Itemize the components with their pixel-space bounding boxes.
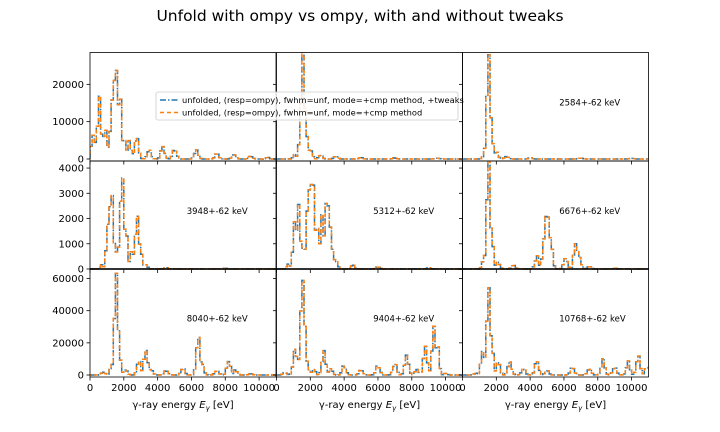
series-unfolded-line	[276, 279, 463, 376]
panel-energy-label: 6676+-62 keV	[559, 207, 620, 217]
x-tick-label: 4000	[331, 383, 356, 394]
x-axis-label: γ-ray energy Eγ [eV]	[319, 400, 420, 413]
series-unfolded-line	[462, 161, 649, 270]
y-tick-label: 1000	[59, 239, 84, 250]
panel-7: 0 2000 4000 6000 8000 10000 9404+-62 keV γ-ray …	[273, 268, 463, 413]
panel-energy-label: 5312+-62 keV	[373, 207, 434, 217]
y-tick-label: 0	[78, 265, 84, 276]
x-tick-label: 6000	[551, 383, 576, 394]
panel-energy-label: 2584+-62 keV	[559, 99, 620, 109]
panel-frame	[462, 268, 649, 378]
series-unfolded-line	[276, 183, 463, 270]
x-tick-label: 8000	[213, 383, 238, 394]
x-tick-label: 8000	[399, 383, 424, 394]
y-tick-label: 0	[78, 155, 84, 166]
legend-entry: unfolded, (resp=ompy), fwhm=unf, mode=+c…	[182, 108, 422, 118]
x-tick-label: 0	[87, 383, 93, 394]
panel-frame	[89, 268, 277, 378]
legend-box	[155, 91, 459, 121]
x-tick-label: 6000	[365, 383, 390, 394]
series-unfolded-line	[462, 286, 649, 376]
x-tick-label: 2000	[298, 383, 323, 394]
series-unfolded-tweaks-line	[462, 161, 649, 270]
x-tick-label: 4000	[145, 383, 170, 394]
series-unfolded-line	[462, 54, 649, 160]
y-tick-label: 2000	[59, 214, 84, 225]
figure-title: Unfold with ompy vs ompy, with and witho…	[156, 7, 563, 25]
series-unfolded-tweaks-line	[276, 52, 463, 160]
series-unfolded-tweaks-line	[276, 279, 463, 376]
panel-energy-label: 10768+-62 keV	[559, 315, 626, 325]
x-tick-label: 2000	[484, 383, 509, 394]
legend: unfolded, (resp=ompy), fwhm=unf, mode=+c…	[155, 91, 464, 121]
x-tick-label: 0	[459, 383, 465, 394]
y-tick-label: 3000	[59, 189, 84, 200]
x-tick-label: 10000	[243, 383, 275, 394]
panel-3: 0 1000 2000 3000 4000 3948+-62 keV	[59, 160, 277, 276]
x-axis-label: γ-ray energy Eγ [eV]	[132, 400, 233, 413]
y-tick-label: 20000	[52, 338, 84, 349]
panel-energy-label: 8040+-62 keV	[187, 315, 248, 325]
panel-frame	[89, 160, 277, 270]
series-unfolded-tweaks-line	[90, 177, 276, 270]
panel-5: 6676+-62 keV	[459, 160, 649, 273]
panel-frame	[462, 160, 649, 270]
series-unfolded-tweaks-line	[90, 272, 276, 376]
series-unfolded-line	[90, 69, 276, 160]
panel-4: 5312+-62 keV	[273, 160, 463, 273]
legend-entry: unfolded, (resp=ompy), fwhm=unf, mode=+c…	[182, 95, 464, 105]
panel-2: 2584+-62 keV	[459, 52, 649, 165]
panel-frame	[276, 160, 463, 270]
x-tick-label: 8000	[585, 383, 610, 394]
y-tick-label: 4000	[59, 164, 84, 175]
x-tick-label: 10000	[430, 383, 462, 394]
series-unfolded-line	[90, 272, 276, 376]
series-unfolded-tweaks-line	[276, 183, 463, 270]
x-tick-label: 2000	[111, 383, 136, 394]
x-tick-label: 0	[273, 383, 279, 394]
y-tick-label: 20000	[52, 80, 84, 91]
x-axis-label: γ-ray energy Eγ [eV]	[505, 400, 606, 413]
series-unfolded-line	[90, 177, 276, 270]
panel-8: 0 2000 4000 6000 8000 10000 10768+-62 keV γ-ray…	[459, 268, 649, 413]
x-tick-label: 6000	[179, 383, 204, 394]
y-tick-label: 60000	[52, 274, 84, 285]
panel-energy-label: 3948+-62 keV	[187, 207, 248, 217]
y-tick-label: 0	[78, 371, 84, 382]
x-tick-label: 10000	[616, 383, 648, 394]
x-tick-label: 4000	[517, 383, 542, 394]
y-tick-label: 40000	[52, 306, 84, 317]
y-tick-label: 10000	[52, 117, 84, 128]
panel-energy-label: 9404+-62 keV	[373, 315, 434, 325]
